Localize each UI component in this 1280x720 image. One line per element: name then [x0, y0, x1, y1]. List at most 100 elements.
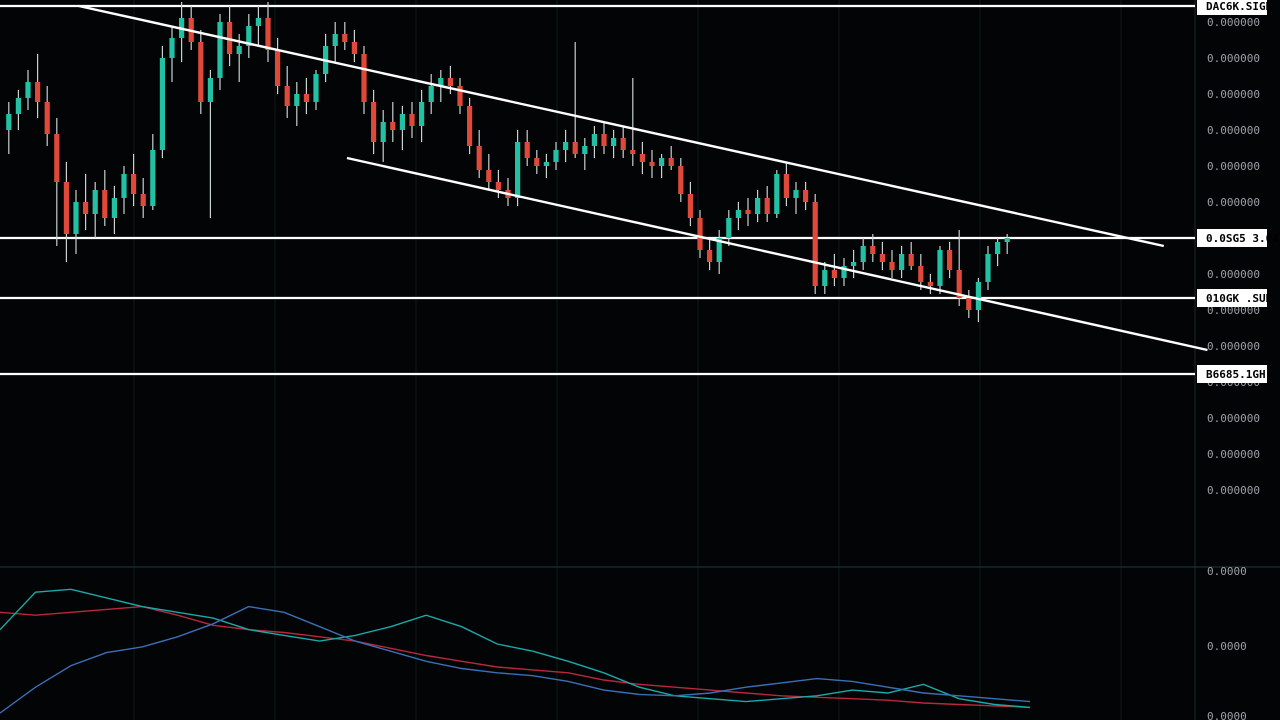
- candle: [342, 22, 348, 50]
- oscillator-panel: [0, 588, 1031, 714]
- candle: [601, 122, 607, 154]
- candle-body-up: [659, 158, 665, 166]
- candle: [841, 258, 847, 286]
- candle: [476, 130, 482, 178]
- candle-body-down: [447, 78, 453, 86]
- horizontal-level-label: 010GK .SUB: [1206, 292, 1273, 305]
- candle-body-up: [207, 78, 213, 102]
- candle-body-up: [419, 102, 425, 126]
- candle-body-up: [73, 202, 79, 234]
- candle: [102, 170, 108, 226]
- candle: [995, 238, 1001, 266]
- candle-body-down: [486, 170, 492, 182]
- candle: [246, 14, 252, 58]
- oscillator-axis-tick-label: 0.0000: [1207, 565, 1247, 578]
- candle: [44, 86, 50, 146]
- candle: [879, 242, 885, 270]
- candle-body-down: [44, 102, 50, 134]
- candle: [255, 6, 261, 46]
- candle: [294, 82, 300, 126]
- candle: [1004, 234, 1010, 254]
- candle-body-up: [563, 142, 569, 150]
- candle-body-up: [899, 254, 905, 270]
- candle: [745, 198, 751, 226]
- candle: [159, 46, 165, 158]
- candle: [591, 126, 597, 158]
- candle-body-down: [342, 34, 348, 42]
- candle: [908, 242, 914, 270]
- price-axis-tick-label: 0.000000: [1207, 412, 1260, 425]
- candle-body-up: [15, 98, 21, 114]
- candle-body-down: [678, 166, 684, 194]
- candle-body-down: [35, 82, 41, 102]
- candle-body-down: [102, 190, 108, 218]
- candle: [227, 6, 233, 66]
- candle: [63, 162, 69, 262]
- candle: [783, 162, 789, 206]
- candle: [831, 254, 837, 286]
- candle: [707, 238, 713, 270]
- candle-body-up: [294, 94, 300, 106]
- candle: [83, 174, 89, 230]
- candle-body-up: [515, 142, 521, 198]
- candle-body-down: [668, 158, 674, 166]
- price-axis-tick-label: 0.000000: [1207, 16, 1260, 29]
- candle-body-up: [169, 38, 175, 58]
- candle-body-up: [1004, 238, 1010, 242]
- candle: [361, 46, 367, 114]
- candle: [687, 182, 693, 226]
- candle: [457, 78, 463, 114]
- candle: [735, 202, 741, 230]
- candle-body-down: [764, 198, 770, 214]
- candle: [207, 70, 213, 218]
- candle-body-down: [54, 134, 60, 182]
- candle: [486, 154, 492, 190]
- candle: [150, 134, 156, 210]
- candle: [947, 242, 953, 278]
- candle: [428, 74, 434, 114]
- candle-body-down: [812, 202, 818, 286]
- candle-body-down: [303, 94, 309, 102]
- candle-body-down: [908, 254, 914, 266]
- candle: [620, 126, 626, 158]
- candle-body-down: [745, 210, 751, 214]
- candle: [380, 110, 386, 162]
- candle: [54, 118, 60, 246]
- trendline[interactable]: [346, 156, 1208, 352]
- candle: [524, 130, 530, 166]
- candle-body-up: [755, 198, 761, 214]
- candle: [332, 22, 338, 62]
- candle-body-up: [111, 198, 117, 218]
- candle: [889, 250, 895, 278]
- candle: [73, 190, 79, 254]
- candle: [515, 130, 521, 206]
- candle: [131, 154, 137, 206]
- candle: [6, 102, 12, 154]
- candle-body-down: [927, 282, 933, 286]
- candle-body-up: [735, 210, 741, 218]
- candle-body-up: [582, 146, 588, 154]
- price-axis-tick-label: 0.000000: [1207, 160, 1260, 173]
- trendline[interactable]: [78, 4, 1165, 248]
- candle: [313, 70, 319, 110]
- candle: [140, 178, 146, 218]
- candle-body-down: [601, 134, 607, 146]
- candle-body-down: [284, 86, 290, 106]
- candle-body-up: [591, 134, 597, 146]
- candle: [399, 106, 405, 150]
- price-axis-tick-label: 0.000000: [1207, 268, 1260, 281]
- candle-body-down: [457, 86, 463, 106]
- price-axis-tick-label: 0.000000: [1207, 52, 1260, 65]
- candle: [966, 290, 972, 318]
- candle: [860, 238, 866, 270]
- candle-body-up: [985, 254, 991, 282]
- candle-body-down: [467, 106, 473, 146]
- candle-body-down: [870, 246, 876, 254]
- horizontal-level-tag: [1197, 289, 1267, 307]
- candle: [582, 138, 588, 170]
- candle: [630, 78, 636, 166]
- candle-body-up: [332, 34, 338, 46]
- candle-body-up: [841, 266, 847, 278]
- oscillator-line-blue: [0, 605, 1031, 714]
- candle-body-down: [390, 122, 396, 130]
